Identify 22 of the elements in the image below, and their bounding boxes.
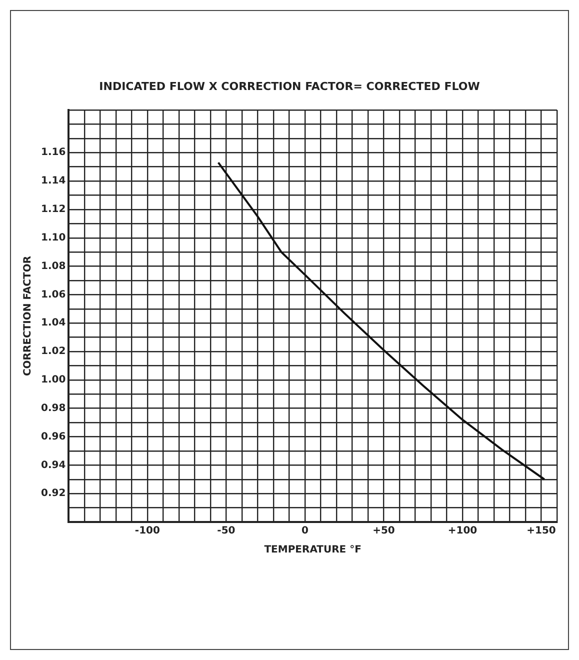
x-tick-label: -50: [217, 526, 236, 537]
y-tick-label: 1.02: [40, 346, 66, 358]
y-tick-label: 1.06: [40, 289, 66, 300]
y-tick-label: 1.10: [40, 232, 66, 244]
y-tick-label: 0.92: [40, 488, 66, 500]
y-tick-label: 0.98: [40, 402, 66, 414]
y-tick-label: 1.16: [40, 147, 66, 158]
y-tick-label: 1.00: [40, 374, 66, 386]
x-axis-title: TEMPERATURE °F: [264, 544, 362, 556]
y-tick-label: 0.96: [40, 431, 66, 442]
x-tick-label: 0: [301, 526, 308, 537]
y-tick-label: 0.94: [40, 460, 66, 471]
x-tick-label: +50: [372, 526, 395, 537]
x-tick-label: -100: [134, 526, 160, 537]
y-axis-title: CORRECTION FACTOR: [22, 256, 34, 376]
x-tick-label: +150: [526, 526, 556, 537]
y-tick-label: 1.14: [40, 176, 66, 187]
chart-title: INDICATED FLOW X CORRECTION FACTOR= CORRECTED FLOW: [98, 80, 481, 93]
y-tick-label: 1.12: [40, 204, 66, 216]
x-tick-label: +100: [448, 526, 478, 537]
y-tick-label: 1.08: [40, 260, 66, 272]
y-tick-label: 1.04: [40, 318, 66, 329]
